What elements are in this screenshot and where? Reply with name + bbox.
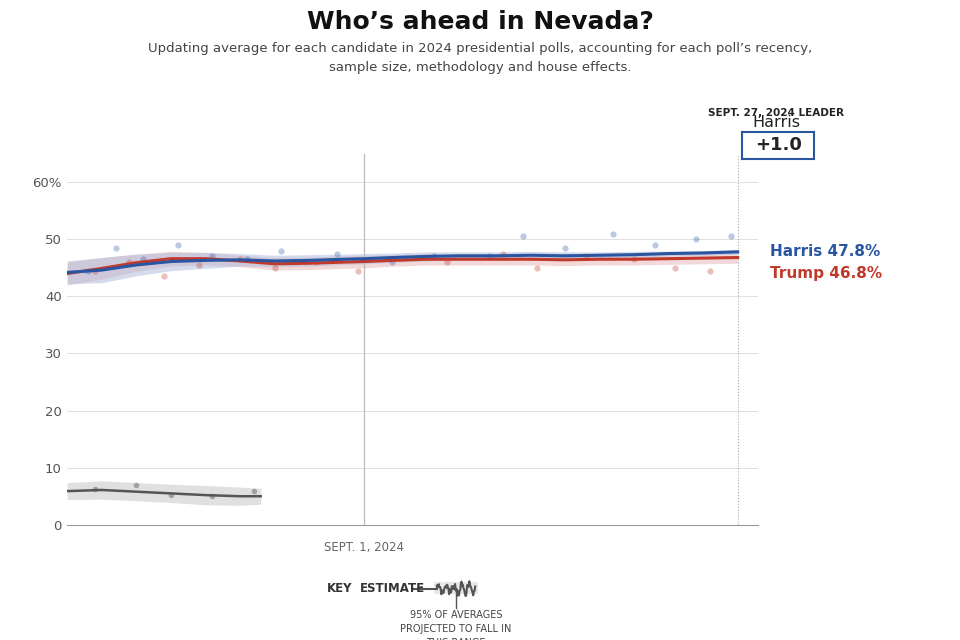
Point <box>606 228 621 239</box>
Text: SEPT. 27, 2024 LEADER: SEPT. 27, 2024 LEADER <box>708 108 844 118</box>
Point <box>191 260 206 270</box>
Point <box>308 257 324 268</box>
Point <box>81 266 96 276</box>
Point <box>329 248 345 259</box>
Point <box>87 484 103 495</box>
Text: KEY: KEY <box>326 582 352 595</box>
Text: Harris: Harris <box>752 115 800 130</box>
Point <box>723 231 738 241</box>
Text: +1.0: +1.0 <box>755 136 802 154</box>
Point <box>349 266 365 276</box>
Point <box>156 271 172 282</box>
Point <box>129 480 144 490</box>
Point <box>204 491 220 501</box>
Point <box>135 254 151 264</box>
Point <box>170 240 185 250</box>
Point <box>426 252 442 262</box>
Point <box>530 262 545 273</box>
Point <box>267 262 282 273</box>
Point <box>440 257 455 268</box>
Text: 95% OF AVERAGES
PROJECTED TO FALL IN
THIS RANGE: 95% OF AVERAGES PROJECTED TO FALL IN THI… <box>400 610 512 640</box>
Point <box>204 252 220 262</box>
Text: Updating average for each candidate in 2024 presidential polls, accounting for e: Updating average for each candidate in 2… <box>148 42 812 74</box>
Text: SEPT. 1, 2024: SEPT. 1, 2024 <box>324 541 404 554</box>
Point <box>232 254 248 264</box>
Text: ESTIMATE: ESTIMATE <box>360 582 425 595</box>
Text: Harris 47.8%: Harris 47.8% <box>770 244 880 259</box>
Point <box>274 246 289 256</box>
Point <box>703 266 718 276</box>
Point <box>122 257 137 268</box>
Point <box>108 243 123 253</box>
Point <box>495 248 511 259</box>
Point <box>246 485 261 495</box>
Point <box>87 266 103 276</box>
Point <box>647 240 662 250</box>
Point <box>557 243 572 253</box>
Point <box>688 234 704 244</box>
Point <box>481 252 496 262</box>
Point <box>384 257 399 268</box>
Text: Who’s ahead in Nevada?: Who’s ahead in Nevada? <box>306 10 654 33</box>
Point <box>626 254 641 264</box>
Point <box>578 252 593 262</box>
Point <box>516 231 531 241</box>
Point <box>668 262 684 273</box>
Point <box>163 490 179 500</box>
Point <box>239 254 254 264</box>
Text: Trump 46.8%: Trump 46.8% <box>770 266 882 281</box>
